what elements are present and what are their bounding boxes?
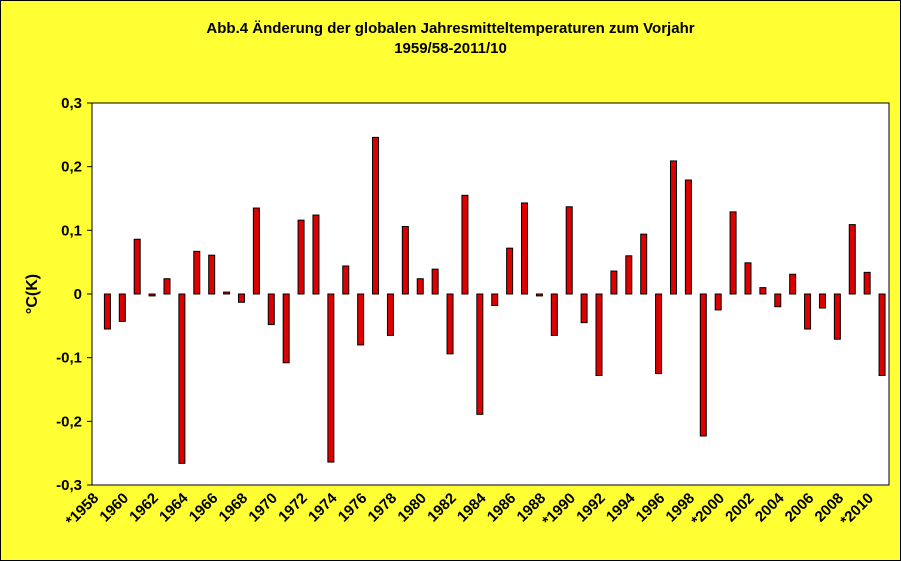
x-tick-label: 1968 [216,490,252,526]
bar [178,293,186,464]
bar [833,293,841,340]
y-tick-label: 0,2 [61,159,82,176]
bar [878,293,886,376]
x-tick-label: 2002 [722,490,758,526]
x-tick-label: 1972 [275,490,311,526]
bar [237,293,245,303]
x-tick-label: 1978 [365,490,401,526]
x-tick-label: 1964 [156,489,192,525]
x-tick-label: 1980 [394,490,430,526]
bar [521,202,529,295]
bar [550,293,558,336]
x-tick-label: 1962 [126,490,162,526]
bar [297,219,305,295]
x-tick-label: 1996 [633,490,669,526]
bar [804,293,812,330]
bar [640,233,648,295]
x-tick-label: 1974 [305,489,341,525]
x-tick-label: 2006 [782,490,818,526]
bar [595,293,603,376]
y-tick-label: 0,1 [61,222,82,239]
y-tick-label: -0,3 [56,477,82,494]
y-axis-label: °C(K) [24,274,41,314]
y-tick-label: 0,3 [61,95,82,112]
bar [655,293,663,375]
bar [818,293,826,309]
bar [565,206,573,295]
bar [684,179,692,295]
bar [535,293,543,297]
bar [506,247,514,295]
bar [282,293,290,364]
chart-title-line-1: Abb.4 Änderung der globalen Jahresmittel… [206,20,695,37]
bars-group [103,136,886,464]
bar [416,278,424,295]
bar [133,238,141,295]
x-tick-label: 1984 [454,489,490,525]
bar [312,214,320,295]
bar [446,293,454,355]
x-tick-label: *1958 [63,490,103,530]
bar [699,293,707,437]
bar [267,293,275,326]
x-tick-label: 2004 [752,489,788,525]
x-tick-label: 1994 [603,489,639,525]
bar [401,226,409,295]
x-tick-label: 1976 [335,490,371,526]
bar [491,293,499,306]
y-axis: 0,3 0,2 0,1 0 -0,1 -0,2 -0,3 [56,95,92,494]
x-tick-label: 1960 [96,490,132,526]
chart-title-line-2: 1959/58-2011/10 [394,40,507,57]
x-tick-label: *1990 [539,490,579,530]
bar [327,293,335,463]
bar [118,293,126,322]
x-tick-label: *2000 [688,490,728,530]
bar [714,293,722,311]
bar [774,293,782,308]
bar [848,224,856,295]
x-axis: *195819601962196419661968197019721974197… [63,489,877,529]
x-tick-label: 1982 [424,490,460,526]
bar [610,270,618,295]
y-tick-label: -0,2 [56,413,82,430]
bar [193,250,201,295]
x-tick-label: 1970 [245,490,281,526]
y-tick-label: -0,1 [56,350,82,367]
bar [461,194,469,295]
bar [789,273,797,295]
bar [431,268,439,295]
y-tick-label: 0 [74,286,82,303]
bar [223,291,231,295]
x-tick-label: 1966 [186,490,222,526]
bar [372,136,380,295]
bar [208,254,216,295]
bar [252,207,260,295]
x-tick-label: *2010 [837,490,877,530]
bar [148,293,156,297]
x-tick-label: 1986 [484,490,520,526]
bar [342,265,350,295]
bar [580,293,588,324]
bar [729,211,737,295]
bar [103,293,111,330]
bar [669,160,677,295]
bar [744,262,752,295]
bar [357,293,365,346]
bar [759,287,767,295]
x-tick-label: 1992 [573,490,609,526]
bar [163,278,171,295]
bar [476,293,484,415]
chart-title: Abb.4 Änderung der globalen Jahresmittel… [1,19,900,59]
bar [386,293,394,336]
bar [863,271,871,295]
bar [625,255,633,295]
